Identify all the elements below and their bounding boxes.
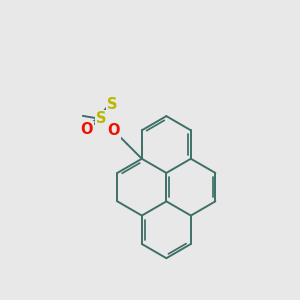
Text: O: O bbox=[107, 122, 119, 137]
Text: S: S bbox=[96, 111, 106, 126]
Text: S: S bbox=[107, 97, 117, 112]
Text: O: O bbox=[80, 122, 93, 137]
